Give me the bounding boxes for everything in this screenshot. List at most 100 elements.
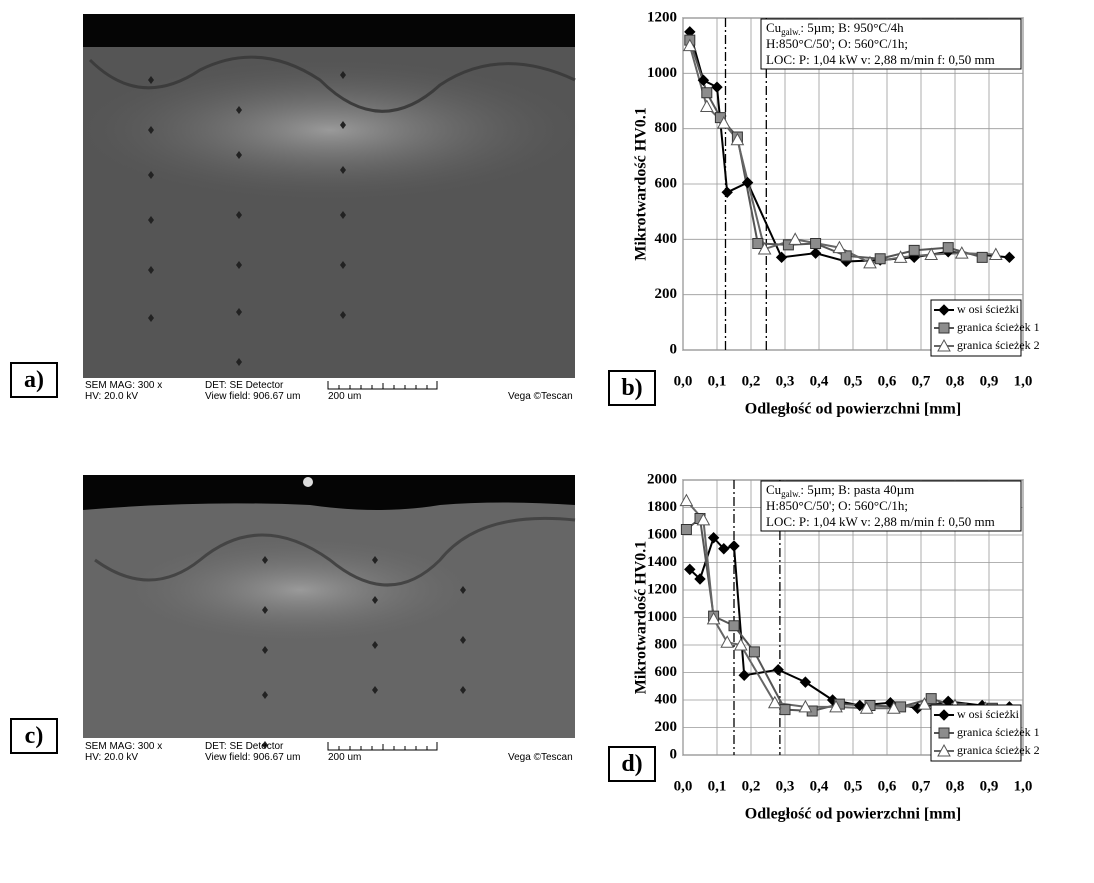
y-tick-label: 400	[655, 691, 678, 707]
marker	[917, 697, 932, 710]
y-tick-label: 0	[670, 746, 678, 762]
marker	[854, 699, 866, 712]
marker	[694, 573, 706, 585]
sem-caption: View field: 906.67 um	[205, 752, 301, 763]
marker	[775, 251, 788, 264]
marker	[721, 186, 733, 199]
x-tick-label: 0,3	[776, 373, 795, 389]
marker	[697, 74, 710, 86]
x-axis-title: Odległość od powierzchni [mm]	[745, 401, 961, 418]
x-tick-label: 0,0	[674, 373, 693, 389]
chart: 0,0 0,1 0,2 0,3 0,4 0,5 0,6 0,7 0,8 0,9 1,0 0 200 400…	[633, 471, 1040, 822]
panel-label: c)	[10, 718, 58, 754]
x-tick-label: 0,9	[980, 778, 999, 794]
marker	[711, 81, 723, 93]
marker	[924, 247, 939, 261]
y-tick-label: 600	[655, 175, 678, 191]
marker	[942, 242, 954, 254]
annotation-text: H:850°C/50'; O: 560°C/1h;	[766, 36, 908, 51]
annotation-part: galw.	[781, 27, 800, 37]
marker	[886, 701, 901, 714]
marker	[937, 743, 951, 757]
chart: 0,0 0,1 0,2 0,3 0,4 0,5 0,6 0,7 0,8 0,9 1,0 0 200 400…	[633, 9, 1040, 417]
marker	[954, 246, 969, 259]
y-tick-label: 800	[655, 636, 678, 652]
marker	[741, 176, 754, 189]
legend-label: granica ścieżek 2	[957, 743, 1040, 757]
marker	[699, 99, 714, 113]
annotation-part: galw.	[781, 489, 800, 499]
y-tick-label: 1200	[647, 581, 677, 597]
sem-caption: HV: 20.0 kV	[85, 752, 138, 763]
x-tick-label: 0,7	[912, 373, 931, 389]
x-axis-title: Odległość od powierzchni [mm]	[745, 806, 961, 823]
x-tick-label: 0,1	[708, 373, 727, 389]
annotation-text: Cugalw.: 5µm; B: 950°C/4h	[766, 20, 904, 37]
annotation-text: LOC: P: 1,04 kW v: 2,88 m/min f: 0,50 mm	[766, 514, 995, 529]
y-tick-label: 600	[655, 664, 678, 680]
annotation-part: Cu	[766, 482, 782, 497]
sem-caption: DET: SE Detector	[205, 741, 284, 752]
marker	[718, 543, 730, 555]
sem-caption: 200 um	[328, 391, 362, 402]
marker	[809, 247, 822, 259]
marker	[788, 232, 803, 245]
sem-caption: Vega ©Tescan	[508, 752, 573, 763]
x-tick-label: 0,2	[742, 373, 761, 389]
marker	[863, 255, 877, 269]
x-tick-label: 0,6	[878, 373, 897, 389]
x-tick-label: 0,9	[980, 373, 999, 389]
x-tick-label: 0,4	[810, 373, 829, 389]
y-tick-label: 1200	[647, 9, 677, 25]
sem-image-a	[80, 14, 580, 378]
annotation-text: LOC: P: 1,04 kW v: 2,88 m/min f: 0,50 mm	[766, 52, 995, 67]
sem-image-c	[83, 475, 576, 749]
x-tick-label: 0,0	[674, 778, 693, 794]
marker	[679, 493, 694, 507]
legend-label: granica ścieżek 2	[957, 338, 1040, 352]
annotation-box	[760, 18, 1022, 70]
marker	[748, 646, 760, 658]
marker	[859, 701, 874, 714]
x-tick-label: 1,0	[1014, 373, 1033, 389]
marker	[829, 699, 843, 713]
sem-caption: DET: SE Detector	[205, 380, 284, 391]
marker	[1003, 251, 1016, 264]
x-tick-label: 0,2	[742, 778, 761, 794]
marker	[925, 693, 937, 705]
marker	[730, 132, 745, 146]
y-tick-label: 1800	[647, 499, 677, 515]
marker	[874, 253, 886, 265]
annotation-part: : 5µm; B: pasta 40µm	[800, 482, 914, 497]
x-tick-label: 0,7	[912, 778, 931, 794]
marker	[988, 247, 1003, 261]
marker	[779, 704, 791, 716]
y-tick-label: 1600	[647, 526, 677, 542]
marker	[706, 611, 721, 625]
x-tick-label: 0,6	[878, 778, 897, 794]
panel-label: d)	[608, 746, 656, 782]
marker	[701, 87, 713, 99]
legend-label: w osi ścieżki	[957, 302, 1020, 316]
marker	[733, 637, 748, 651]
y-tick-label: 800	[655, 120, 678, 136]
legend-label: granica ścieżek 1	[957, 320, 1040, 334]
annotation-box	[760, 480, 1022, 532]
y-axis-title: Mikrotwardość HV0.1	[633, 107, 650, 260]
marker	[680, 524, 692, 535]
y-tick-label: 0	[670, 341, 678, 357]
marker	[707, 532, 720, 544]
marker	[893, 250, 908, 263]
marker	[728, 620, 740, 632]
annotation-text: Cugalw.: 5µm; B: pasta 40µm	[766, 482, 914, 499]
marker	[696, 512, 711, 526]
sem-caption: View field: 906.67 um	[205, 391, 301, 402]
marker	[716, 116, 731, 129]
y-tick-label: 1000	[647, 609, 677, 625]
marker	[798, 699, 813, 713]
sem-caption: SEM MAG: 300 x	[85, 741, 163, 752]
y-tick-label: 1000	[647, 65, 677, 81]
legend-label: granica ścieżek 1	[957, 725, 1040, 739]
